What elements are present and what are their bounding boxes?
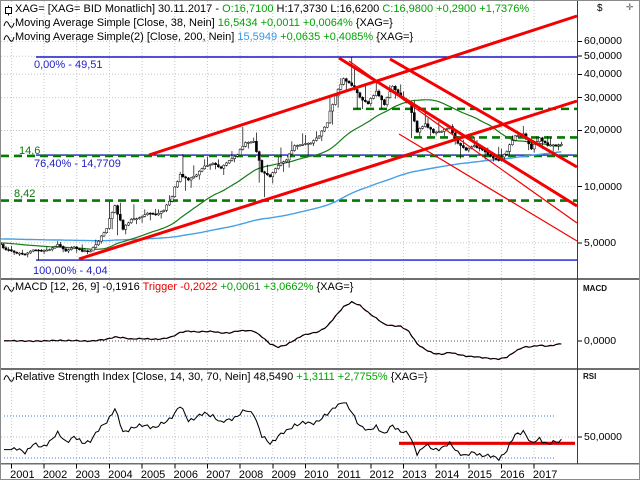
descending-thin-lower (398, 133, 578, 242)
fib-76-label: 76,40% - 14,7709 (34, 158, 121, 170)
currency-dollar-label: $ (597, 3, 603, 14)
high-low-values: H:17,3730 L:16,6200 (276, 3, 383, 15)
rsi-line[interactable] (4, 402, 562, 462)
corner-marker-icon: ✛ (626, 2, 634, 12)
macd-change: +0,0061 +3,0662% (220, 281, 317, 293)
rsi-legend: Relative Strength Index [Close, 14, 30, … (15, 371, 428, 383)
instrument-title: XAG= [XAG= BID Monatlich] 30.11.2017 - (15, 3, 223, 15)
x-axis-year-label: 2004 (108, 469, 133, 480)
x-axis-year-label: 2008 (238, 469, 264, 480)
rsi-change: +1,3111 +2,7755% (296, 371, 391, 383)
ma38-name: Moving Average Simple [Close, 38, Nein] (15, 17, 218, 29)
macd-panel-plot-area[interactable] (1, 280, 577, 367)
y-axis-tick-label: 10,0000 (584, 180, 622, 193)
ma-200-line[interactable] (1, 151, 562, 242)
ma38-symbol: {XAG=} (355, 17, 393, 29)
y-axis-tick-label: 50,0000 (584, 50, 622, 63)
rsi-name-value: Relative Strength Index [Close, 14, 30, … (15, 371, 297, 383)
fib-0-label: 0,00% - 49,51 (34, 59, 103, 71)
x-axis-year-label: 2010 (304, 469, 329, 480)
x-axis-year-label: 2006 (173, 469, 198, 480)
x-axis-year-label: 2001 (10, 469, 35, 480)
candlestick-series[interactable] (1, 56, 563, 261)
y-axis-tick-label: 30,0000 (584, 91, 622, 104)
x-axis-year-label: 2013 (402, 469, 427, 480)
ma200-value: 15,5949 (237, 31, 281, 43)
open-value: O:16,7100 (222, 3, 277, 15)
ma200-name: Moving Average Simple(2) [Close, 200, Ne… (15, 31, 238, 43)
ascending-channel-upper (148, 14, 578, 157)
y-axis-tick-label: 20,0000 (584, 124, 622, 137)
ma38-values: 16,5434 +0,0011 +0,0064% (217, 17, 356, 29)
price-gridlines (1, 40, 577, 244)
axis-ticks (10, 40, 582, 469)
rsi-axis-label: RSI (583, 372, 597, 381)
descending-line-second (389, 57, 578, 169)
x-axis-year-label: 2014 (434, 469, 460, 480)
macd-axis-label: MACD (583, 284, 607, 293)
trend-lines[interactable] (78, 14, 578, 261)
ma200-legend: Moving Average Simple(2) [Close, 200, Ne… (15, 31, 413, 43)
rsi-fifty-tick-label: 50,0000 (584, 431, 622, 443)
x-axis-year-label: 2015 (467, 469, 492, 480)
wave-icon (3, 17, 15, 28)
descending-thin-upper (348, 60, 578, 224)
macd-trigger-value: Trigger -0,2022 (142, 281, 221, 293)
resistance-8-42-label: 8,42 (14, 188, 36, 200)
x-axis-year-label: 2007 (206, 469, 231, 480)
close-change-values: C:16,9800 +0,2900 +1,7376% (382, 3, 530, 15)
panel-borders (1, 1, 639, 465)
fib-100-label: 100,00% - 4,04 (33, 265, 108, 277)
macd-line[interactable] (4, 300, 562, 361)
x-axis-year-label: 2017 (532, 469, 558, 480)
candlestick-icon (3, 3, 14, 16)
ma200-symbol: {XAG=} (376, 31, 414, 43)
ma38-legend: Moving Average Simple [Close, 38, Nein] … (15, 17, 393, 29)
y-axis-tick-label: 40,0000 (584, 68, 622, 81)
x-axis-year-label: 2003 (75, 469, 100, 480)
y-axis-tick-label: 60,0000 (584, 35, 622, 48)
resistance-14-6-label: 14,6 (19, 145, 41, 157)
rsi-symbol: {XAG=} (390, 371, 428, 383)
macd-symbol: {XAG=} (316, 281, 354, 293)
x-axis-year-label: 2002 (42, 469, 68, 480)
ascending-channel-lower (78, 99, 578, 261)
x-axis-year-label: 2005 (140, 469, 166, 480)
wave-icon (3, 281, 15, 292)
y-axis-tick-label: 5,0000 (584, 236, 617, 249)
x-axis-year-label: 2016 (500, 469, 525, 480)
macd-zero-tick-label: 0,0000 (584, 335, 617, 347)
x-axis-year-label: 2009 (271, 469, 296, 480)
macd-legend: MACD [12, 26, 9] -0,1916 Trigger -0,2022… (15, 281, 354, 293)
x-axis-year-label: 2012 (369, 469, 394, 480)
wave-icon (3, 31, 15, 42)
x-axis-year-label: 2011 (337, 469, 361, 480)
instrument-legend: XAG= [XAG= BID Monatlich] 30.11.2017 - O… (15, 3, 529, 15)
ma200-change: +0,0635 +0,4085% (280, 31, 377, 43)
macd-name-value: MACD [12, 26, 9] -0,1916 (15, 281, 143, 293)
wave-icon (3, 371, 15, 382)
